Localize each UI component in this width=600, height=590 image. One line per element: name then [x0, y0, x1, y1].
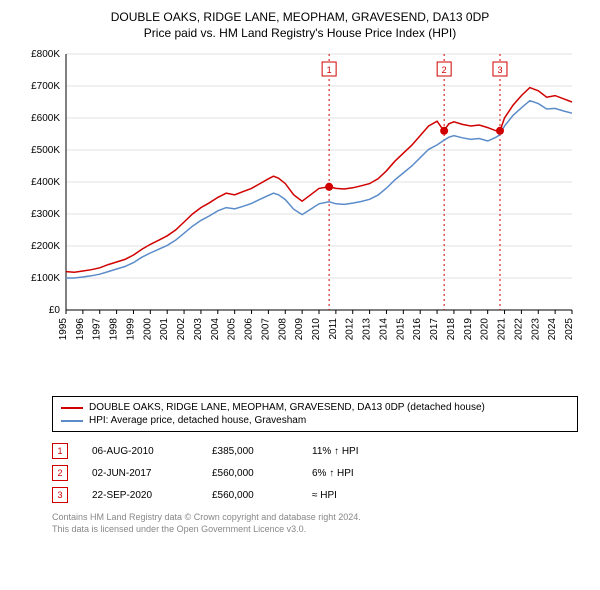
svg-text:2007: 2007 — [260, 318, 271, 341]
svg-text:2019: 2019 — [463, 318, 474, 341]
sale-date-1: 06-AUG-2010 — [92, 446, 212, 457]
svg-text:£400K: £400K — [31, 177, 60, 188]
svg-text:2: 2 — [442, 65, 447, 75]
svg-text:3: 3 — [497, 65, 502, 75]
legend-label-subject: DOUBLE OAKS, RIDGE LANE, MEOPHAM, GRAVES… — [89, 402, 485, 413]
svg-text:2006: 2006 — [244, 318, 255, 341]
svg-text:2003: 2003 — [193, 318, 204, 341]
svg-text:2010: 2010 — [311, 318, 322, 341]
svg-text:£300K: £300K — [31, 209, 60, 220]
svg-text:2024: 2024 — [547, 318, 558, 341]
svg-text:2014: 2014 — [378, 318, 389, 341]
svg-text:2020: 2020 — [480, 318, 491, 341]
svg-text:2021: 2021 — [497, 318, 508, 341]
svg-text:2023: 2023 — [530, 318, 541, 341]
svg-text:2004: 2004 — [210, 318, 221, 341]
svg-text:2013: 2013 — [362, 318, 373, 341]
sale-price-3: £560,000 — [212, 490, 312, 501]
svg-text:£800K: £800K — [31, 49, 60, 60]
footer-line-2: This data is licensed under the Open Gov… — [52, 524, 578, 536]
svg-text:2022: 2022 — [513, 318, 524, 341]
title-line-1: DOUBLE OAKS, RIDGE LANE, MEOPHAM, GRAVES… — [10, 10, 590, 24]
legend-label-hpi: HPI: Average price, detached house, Grav… — [89, 415, 306, 426]
svg-text:1999: 1999 — [125, 318, 136, 341]
legend-row-subject: DOUBLE OAKS, RIDGE LANE, MEOPHAM, GRAVES… — [61, 401, 569, 414]
svg-text:1997: 1997 — [92, 318, 103, 341]
chart-svg: £0 £100K £200K £300K £400K £500K £600K £700K £80… — [20, 48, 580, 388]
attribution-footer: Contains HM Land Registry data © Crown c… — [52, 512, 578, 535]
svg-text:£100K: £100K — [31, 273, 60, 284]
svg-text:2012: 2012 — [345, 318, 356, 341]
svg-text:2017: 2017 — [429, 318, 440, 341]
svg-text:1995: 1995 — [58, 318, 69, 341]
legend-swatch-hpi — [61, 420, 83, 422]
svg-text:£600K: £600K — [31, 113, 60, 124]
sale-delta-1: 11% ↑ HPI — [312, 446, 432, 457]
svg-text:2025: 2025 — [564, 318, 575, 341]
sale-delta-2: 6% ↑ HPI — [312, 468, 432, 479]
legend-row-hpi: HPI: Average price, detached house, Grav… — [61, 414, 569, 427]
chart-title-block: DOUBLE OAKS, RIDGE LANE, MEOPHAM, GRAVES… — [10, 10, 590, 40]
price-chart: £0 £100K £200K £300K £400K £500K £600K £700K £80… — [20, 48, 580, 388]
sale-row-1: 1 06-AUG-2010 £385,000 11% ↑ HPI — [52, 440, 578, 462]
sale-price-2: £560,000 — [212, 468, 312, 479]
legend-swatch-subject — [61, 407, 83, 409]
svg-text:2000: 2000 — [142, 318, 153, 341]
svg-text:2009: 2009 — [294, 318, 305, 341]
sale-row-2: 2 02-JUN-2017 £560,000 6% ↑ HPI — [52, 462, 578, 484]
svg-text:£0: £0 — [49, 305, 61, 316]
legend: DOUBLE OAKS, RIDGE LANE, MEOPHAM, GRAVES… — [52, 396, 578, 432]
svg-text:2008: 2008 — [277, 318, 288, 341]
svg-text:1996: 1996 — [75, 318, 86, 341]
svg-text:£200K: £200K — [31, 241, 60, 252]
svg-text:2005: 2005 — [227, 318, 238, 341]
sale-marker-1: 1 — [52, 443, 68, 459]
sale-row-3: 3 22-SEP-2020 £560,000 ≈ HPI — [52, 484, 578, 506]
sale-price-1: £385,000 — [212, 446, 312, 457]
sale-marker-2: 2 — [52, 465, 68, 481]
svg-text:1: 1 — [327, 65, 332, 75]
svg-text:2002: 2002 — [176, 318, 187, 341]
sale-delta-3: ≈ HPI — [312, 490, 432, 501]
svg-text:£700K: £700K — [31, 81, 60, 92]
sale-marker-3: 3 — [52, 487, 68, 503]
sale-date-3: 22-SEP-2020 — [92, 490, 212, 501]
svg-text:2015: 2015 — [395, 318, 406, 341]
svg-text:2016: 2016 — [412, 318, 423, 341]
svg-text:£500K: £500K — [31, 145, 60, 156]
svg-text:2001: 2001 — [159, 318, 170, 341]
svg-text:2011: 2011 — [328, 318, 339, 340]
svg-text:1998: 1998 — [109, 318, 120, 341]
footer-line-1: Contains HM Land Registry data © Crown c… — [52, 512, 578, 524]
svg-text:2018: 2018 — [446, 318, 457, 341]
sale-date-2: 02-JUN-2017 — [92, 468, 212, 479]
sales-list: 1 06-AUG-2010 £385,000 11% ↑ HPI 2 02-JU… — [52, 440, 578, 506]
title-line-2: Price paid vs. HM Land Registry's House … — [10, 26, 590, 40]
